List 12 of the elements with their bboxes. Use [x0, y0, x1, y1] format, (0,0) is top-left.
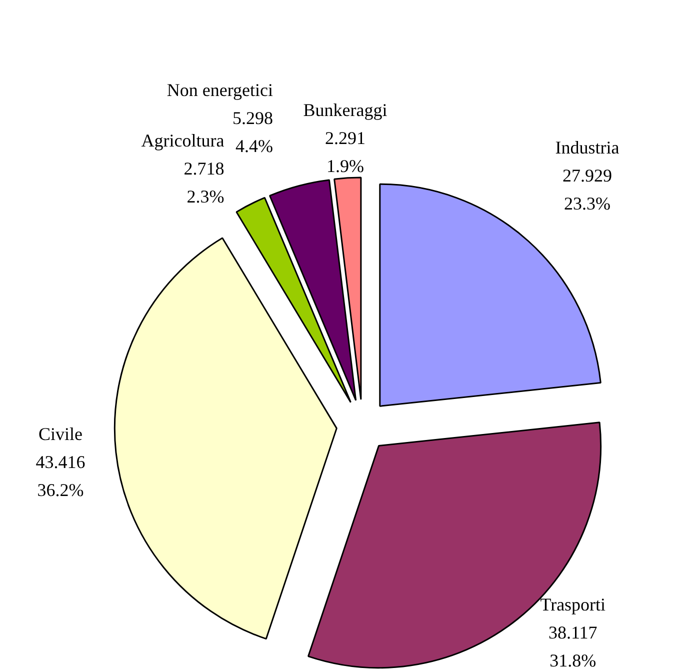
slice-label: Trasporti	[540, 594, 606, 614]
data-label: 2.718 2.3%	[184, 158, 224, 207]
slice-label: Non energetici	[166, 80, 274, 100]
data-label: 27.929 23.3%	[562, 166, 612, 214]
slice-label: Civile	[38, 424, 83, 444]
slice-label: Bunkeraggi	[303, 100, 388, 120]
data-label: 43.416 36.2%	[36, 452, 86, 500]
slice-label: Agricoltura	[141, 130, 224, 151]
slice-label: Industria	[555, 138, 620, 158]
data-label: 38.117 31.8%	[548, 622, 598, 670]
data-label: 2.291 1.9%	[324, 128, 366, 176]
data-label: 5.298 4.4%	[232, 108, 274, 156]
